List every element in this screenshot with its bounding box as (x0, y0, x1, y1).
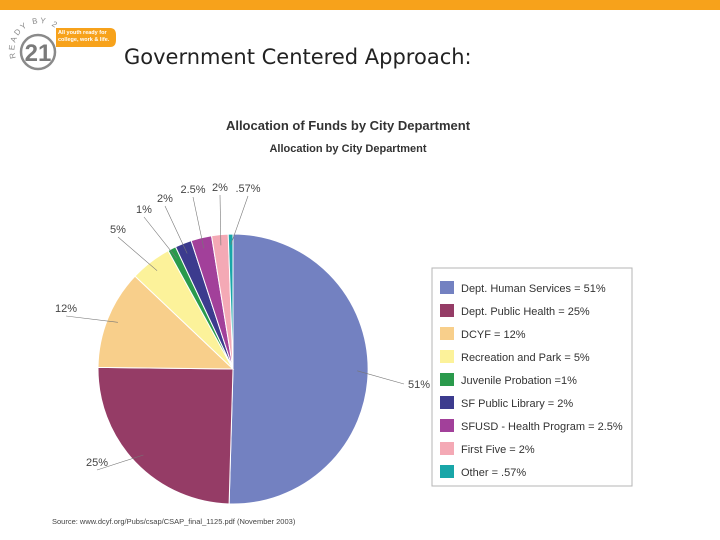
slice-label-1: 25% (86, 457, 108, 469)
leader-line-4 (143, 216, 177, 259)
legend-swatch-4 (440, 373, 454, 386)
legend-label-3: Recreation and Park = 5% (461, 352, 590, 364)
leader-line-3 (117, 236, 158, 271)
legend-swatch-6 (440, 419, 454, 432)
legend-label-4: Juvenile Probation =1% (461, 375, 577, 387)
leader-line-6 (192, 196, 205, 249)
pie-slice-2 (97, 275, 235, 370)
legend-box (431, 267, 633, 487)
legend-swatch-2 (440, 327, 454, 340)
ready-by-21-logo: READY BY 21 21 All youth ready for colle… (6, 14, 116, 71)
top-accent-bar (0, 0, 720, 10)
legend-label-7: First Five = 2% (461, 444, 535, 456)
pie-slice-8 (227, 233, 234, 370)
logo-tagline-tag (56, 28, 116, 47)
slice-label-5: 2% (157, 193, 173, 205)
legend-swatch-1 (440, 304, 454, 317)
slice-label-6: 2.5% (180, 184, 205, 196)
leader-line-1 (96, 454, 144, 471)
legend-label-6: SFUSD - Health Program = 2.5% (461, 421, 623, 433)
legend-label-0: Dept. Human Services = 51% (461, 283, 606, 295)
leader-line-2 (65, 315, 118, 323)
leader-line-8 (230, 195, 249, 245)
logo-tagline: All youth ready for college, work & life… (58, 30, 110, 43)
pie-slice-1 (97, 366, 234, 505)
slice-label-4: 1% (136, 204, 152, 216)
pie-slice-0 (228, 233, 369, 505)
logo-circle (19, 33, 57, 71)
leader-line-5 (164, 205, 188, 254)
chart-subtitle: Allocation by City Department (269, 143, 426, 155)
slice-label-3: 5% (110, 224, 126, 236)
legend-swatch-5 (440, 396, 454, 409)
source-note: Source: www.dcyf.org/Pubs/csap/CSAP_fina… (52, 517, 296, 526)
legend-label-2: DCYF = 12% (461, 329, 526, 341)
legend-swatch-0 (440, 281, 454, 294)
legend-swatch-3 (440, 350, 454, 363)
legend-label-5: SF Public Library = 2% (461, 398, 573, 410)
slice-label-0: 51% (408, 379, 430, 391)
legend-label-1: Dept. Public Health = 25% (461, 306, 590, 318)
leader-line-0 (357, 370, 405, 385)
leader-line-7 (219, 194, 222, 246)
slice-label-2: 12% (55, 303, 77, 315)
slide-title: Government Centered Approach: (124, 45, 472, 69)
slice-label-7: 2% (212, 182, 228, 194)
logo-number: 21 (25, 40, 52, 67)
chart-title: Allocation of Funds by City Department (226, 118, 471, 133)
legend-swatch-7 (440, 442, 454, 455)
legend-label-8: Other = .57% (461, 467, 526, 479)
slice-label-8: .57% (235, 183, 260, 195)
legend-swatch-8 (440, 465, 454, 478)
